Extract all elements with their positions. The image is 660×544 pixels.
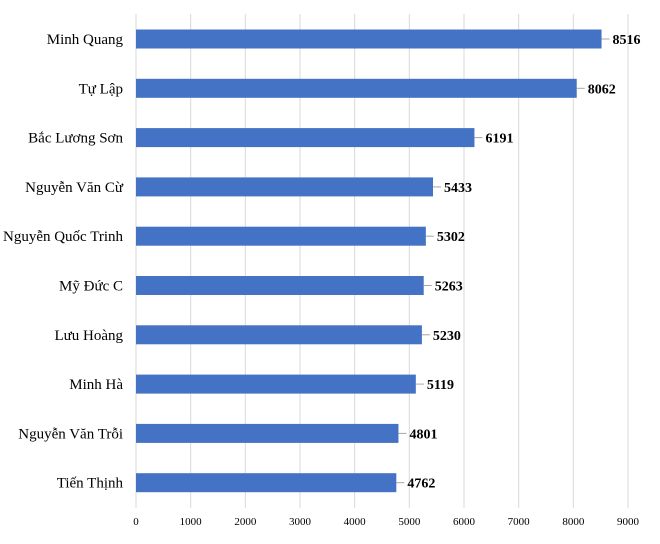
value-label: 5230 xyxy=(433,329,461,344)
x-tick-label: 1000 xyxy=(180,516,203,528)
x-tick-label: 0 xyxy=(133,516,139,528)
x-tick-label: 6000 xyxy=(453,516,476,528)
category-label: Nguyễn Văn Trỗi xyxy=(18,426,123,442)
category-label: Tự Lập xyxy=(79,81,123,97)
value-label: 8516 xyxy=(613,33,641,48)
bar xyxy=(136,177,434,197)
bar xyxy=(136,226,426,246)
value-label: 5433 xyxy=(444,181,472,196)
bar xyxy=(136,325,422,345)
x-tick-label: 3000 xyxy=(289,516,312,528)
bar xyxy=(136,128,475,148)
x-tick-label: 4000 xyxy=(344,516,367,528)
x-tick-label: 2000 xyxy=(234,516,257,528)
bar xyxy=(136,276,424,295)
bars xyxy=(136,29,602,493)
value-label: 5119 xyxy=(427,378,454,393)
category-label: Nguyễn Quốc Trinh xyxy=(3,229,124,245)
category-label: Mỹ Đức C xyxy=(59,279,123,295)
category-label: Minh Hà xyxy=(69,377,123,393)
bar xyxy=(136,78,577,98)
value-label: 4762 xyxy=(407,477,435,492)
category-label: Minh Quang xyxy=(47,32,124,48)
value-labels: 8516 8062 6191 5433 5302 5263 5230 5119 4801 4762 xyxy=(407,33,640,492)
category-label: Tiến Thịnh xyxy=(57,476,124,492)
x-axis-ticks: 0 1000 2000 3000 4000 5000 6000 7000 8000 9000 xyxy=(133,516,639,528)
category-label: Lưu Hoàng xyxy=(54,328,123,344)
value-label: 6191 xyxy=(485,132,513,147)
category-label: Bắc Lương Sơn xyxy=(28,131,123,147)
category-label: Nguyễn Văn Cừ xyxy=(25,180,124,196)
leader-lines xyxy=(396,38,610,484)
x-tick-label: 9000 xyxy=(617,516,640,528)
value-label: 5302 xyxy=(437,230,465,245)
value-label: 4801 xyxy=(409,427,437,442)
x-tick-label: 7000 xyxy=(508,516,531,528)
x-tick-label: 5000 xyxy=(398,516,421,528)
value-label: 8062 xyxy=(588,82,616,97)
category-labels: Minh Quang Tự Lập Bắc Lương Sơn Nguyễn Văn … xyxy=(3,32,124,492)
bar xyxy=(136,423,399,443)
bar xyxy=(136,29,602,49)
x-tick-label: 8000 xyxy=(562,516,585,528)
bar xyxy=(136,374,416,394)
bar xyxy=(136,473,397,493)
value-label: 5263 xyxy=(435,280,463,295)
